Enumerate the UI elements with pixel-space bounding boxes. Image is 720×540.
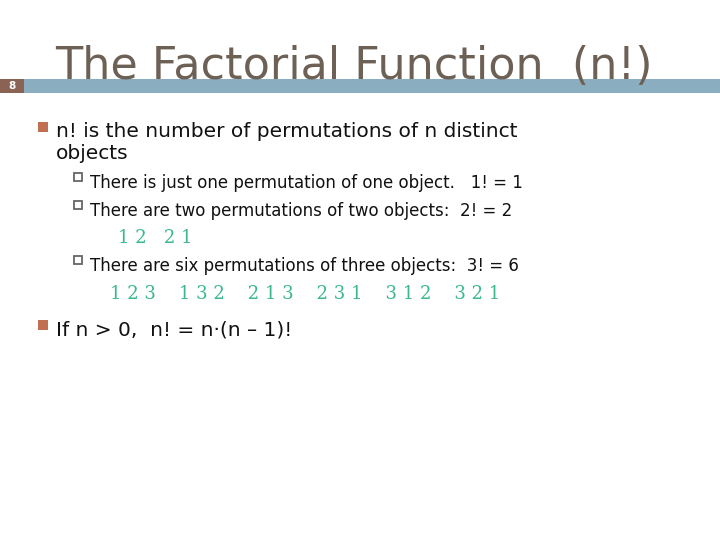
Text: 1 2 3    1 3 2    2 1 3    2 3 1    3 1 2    3 2 1: 1 2 3 1 3 2 2 1 3 2 3 1 3 1 2 3 2 1: [110, 285, 500, 303]
Text: If n > 0,  n! = n·(n – 1)!: If n > 0, n! = n·(n – 1)!: [56, 320, 292, 339]
FancyBboxPatch shape: [38, 122, 48, 132]
FancyBboxPatch shape: [38, 320, 48, 330]
Text: There are two permutations of two objects:  2! = 2: There are two permutations of two object…: [90, 202, 512, 220]
FancyBboxPatch shape: [74, 201, 82, 209]
FancyBboxPatch shape: [0, 79, 24, 93]
FancyBboxPatch shape: [0, 79, 720, 93]
Text: There is just one permutation of one object.   1! = 1: There is just one permutation of one obj…: [90, 174, 523, 192]
FancyBboxPatch shape: [74, 256, 82, 264]
FancyBboxPatch shape: [74, 173, 82, 181]
Text: There are six permutations of three objects:  3! = 6: There are six permutations of three obje…: [90, 257, 519, 275]
Text: 1 2   2 1: 1 2 2 1: [118, 229, 192, 247]
Text: 8: 8: [9, 81, 16, 91]
Text: The Factorial Function  (n!): The Factorial Function (n!): [55, 45, 652, 88]
Text: objects: objects: [56, 144, 129, 163]
Text: n! is the number of permutations of n distinct: n! is the number of permutations of n di…: [56, 122, 518, 141]
